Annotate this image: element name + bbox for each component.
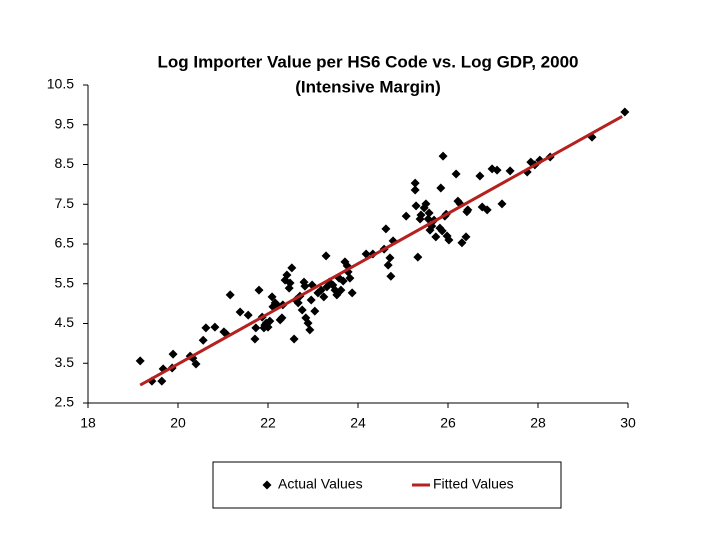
point [285,278,295,288]
point [385,253,395,263]
y-tick-label: 10.5 [47,76,74,92]
point [463,205,473,215]
point [287,263,297,273]
legend-label: Actual Values [278,476,363,492]
x-tick-label: 30 [620,415,636,431]
point [282,270,292,280]
y-tick-label: 7.5 [55,195,75,211]
point [410,178,420,188]
point [235,307,245,317]
point [277,313,287,323]
y-tick-label: 9.5 [55,115,75,131]
point [411,201,421,211]
point [347,288,357,298]
y-tick-label: 2.5 [55,394,75,410]
point [431,232,441,242]
point [444,235,454,245]
point [316,285,326,295]
point [424,208,434,218]
point [250,334,260,344]
point [210,322,220,332]
point [265,316,275,326]
point [383,260,393,270]
y-tick-label: 5.5 [55,274,75,290]
point [438,151,448,161]
fitted-line [139,115,623,387]
point [416,210,426,220]
point [410,185,420,195]
point [620,107,630,117]
point [198,335,208,345]
point [305,325,315,335]
legend-label: Fitted Values [433,476,514,492]
x-tick-label: 26 [440,415,456,431]
point [381,224,391,234]
y-tick-label: 4.5 [55,314,75,330]
point [191,359,201,369]
point [225,290,235,300]
point [413,252,423,262]
x-tick-label: 28 [530,415,546,431]
point [423,214,433,224]
point [251,323,261,333]
point [505,166,515,176]
chart-title: Log Importer Value per HS6 Code vs. Log … [157,52,578,71]
point [482,205,492,215]
point [289,334,299,344]
point [267,292,277,302]
point [310,306,320,316]
point [436,183,446,193]
point [492,165,502,175]
point [303,318,313,328]
point [319,292,329,302]
point [157,376,167,386]
point [386,271,396,281]
point [300,281,310,291]
point [451,169,461,179]
y-tick-label: 6.5 [55,235,75,251]
point [401,211,411,221]
point [168,349,178,359]
point [338,276,348,286]
legend-swatch [262,480,272,490]
x-tick-label: 18 [80,415,96,431]
point [135,356,145,366]
point [201,323,211,333]
x-tick-label: 20 [170,415,186,431]
point [421,199,431,209]
x-tick-label: 24 [350,415,366,431]
point [306,295,316,305]
point [297,305,307,315]
point [254,285,264,295]
point [497,199,507,209]
point [336,285,346,295]
point [457,238,467,248]
point [475,171,485,181]
x-tick-label: 22 [260,415,276,431]
y-tick-label: 8.5 [55,155,75,171]
point [345,273,355,283]
point [321,251,331,261]
point [293,298,303,308]
chart-subtitle: (Intensive Margin) [295,77,440,96]
point [461,232,471,242]
y-tick-label: 3.5 [55,354,75,370]
point [361,249,371,259]
point [437,226,447,236]
point [243,310,253,320]
